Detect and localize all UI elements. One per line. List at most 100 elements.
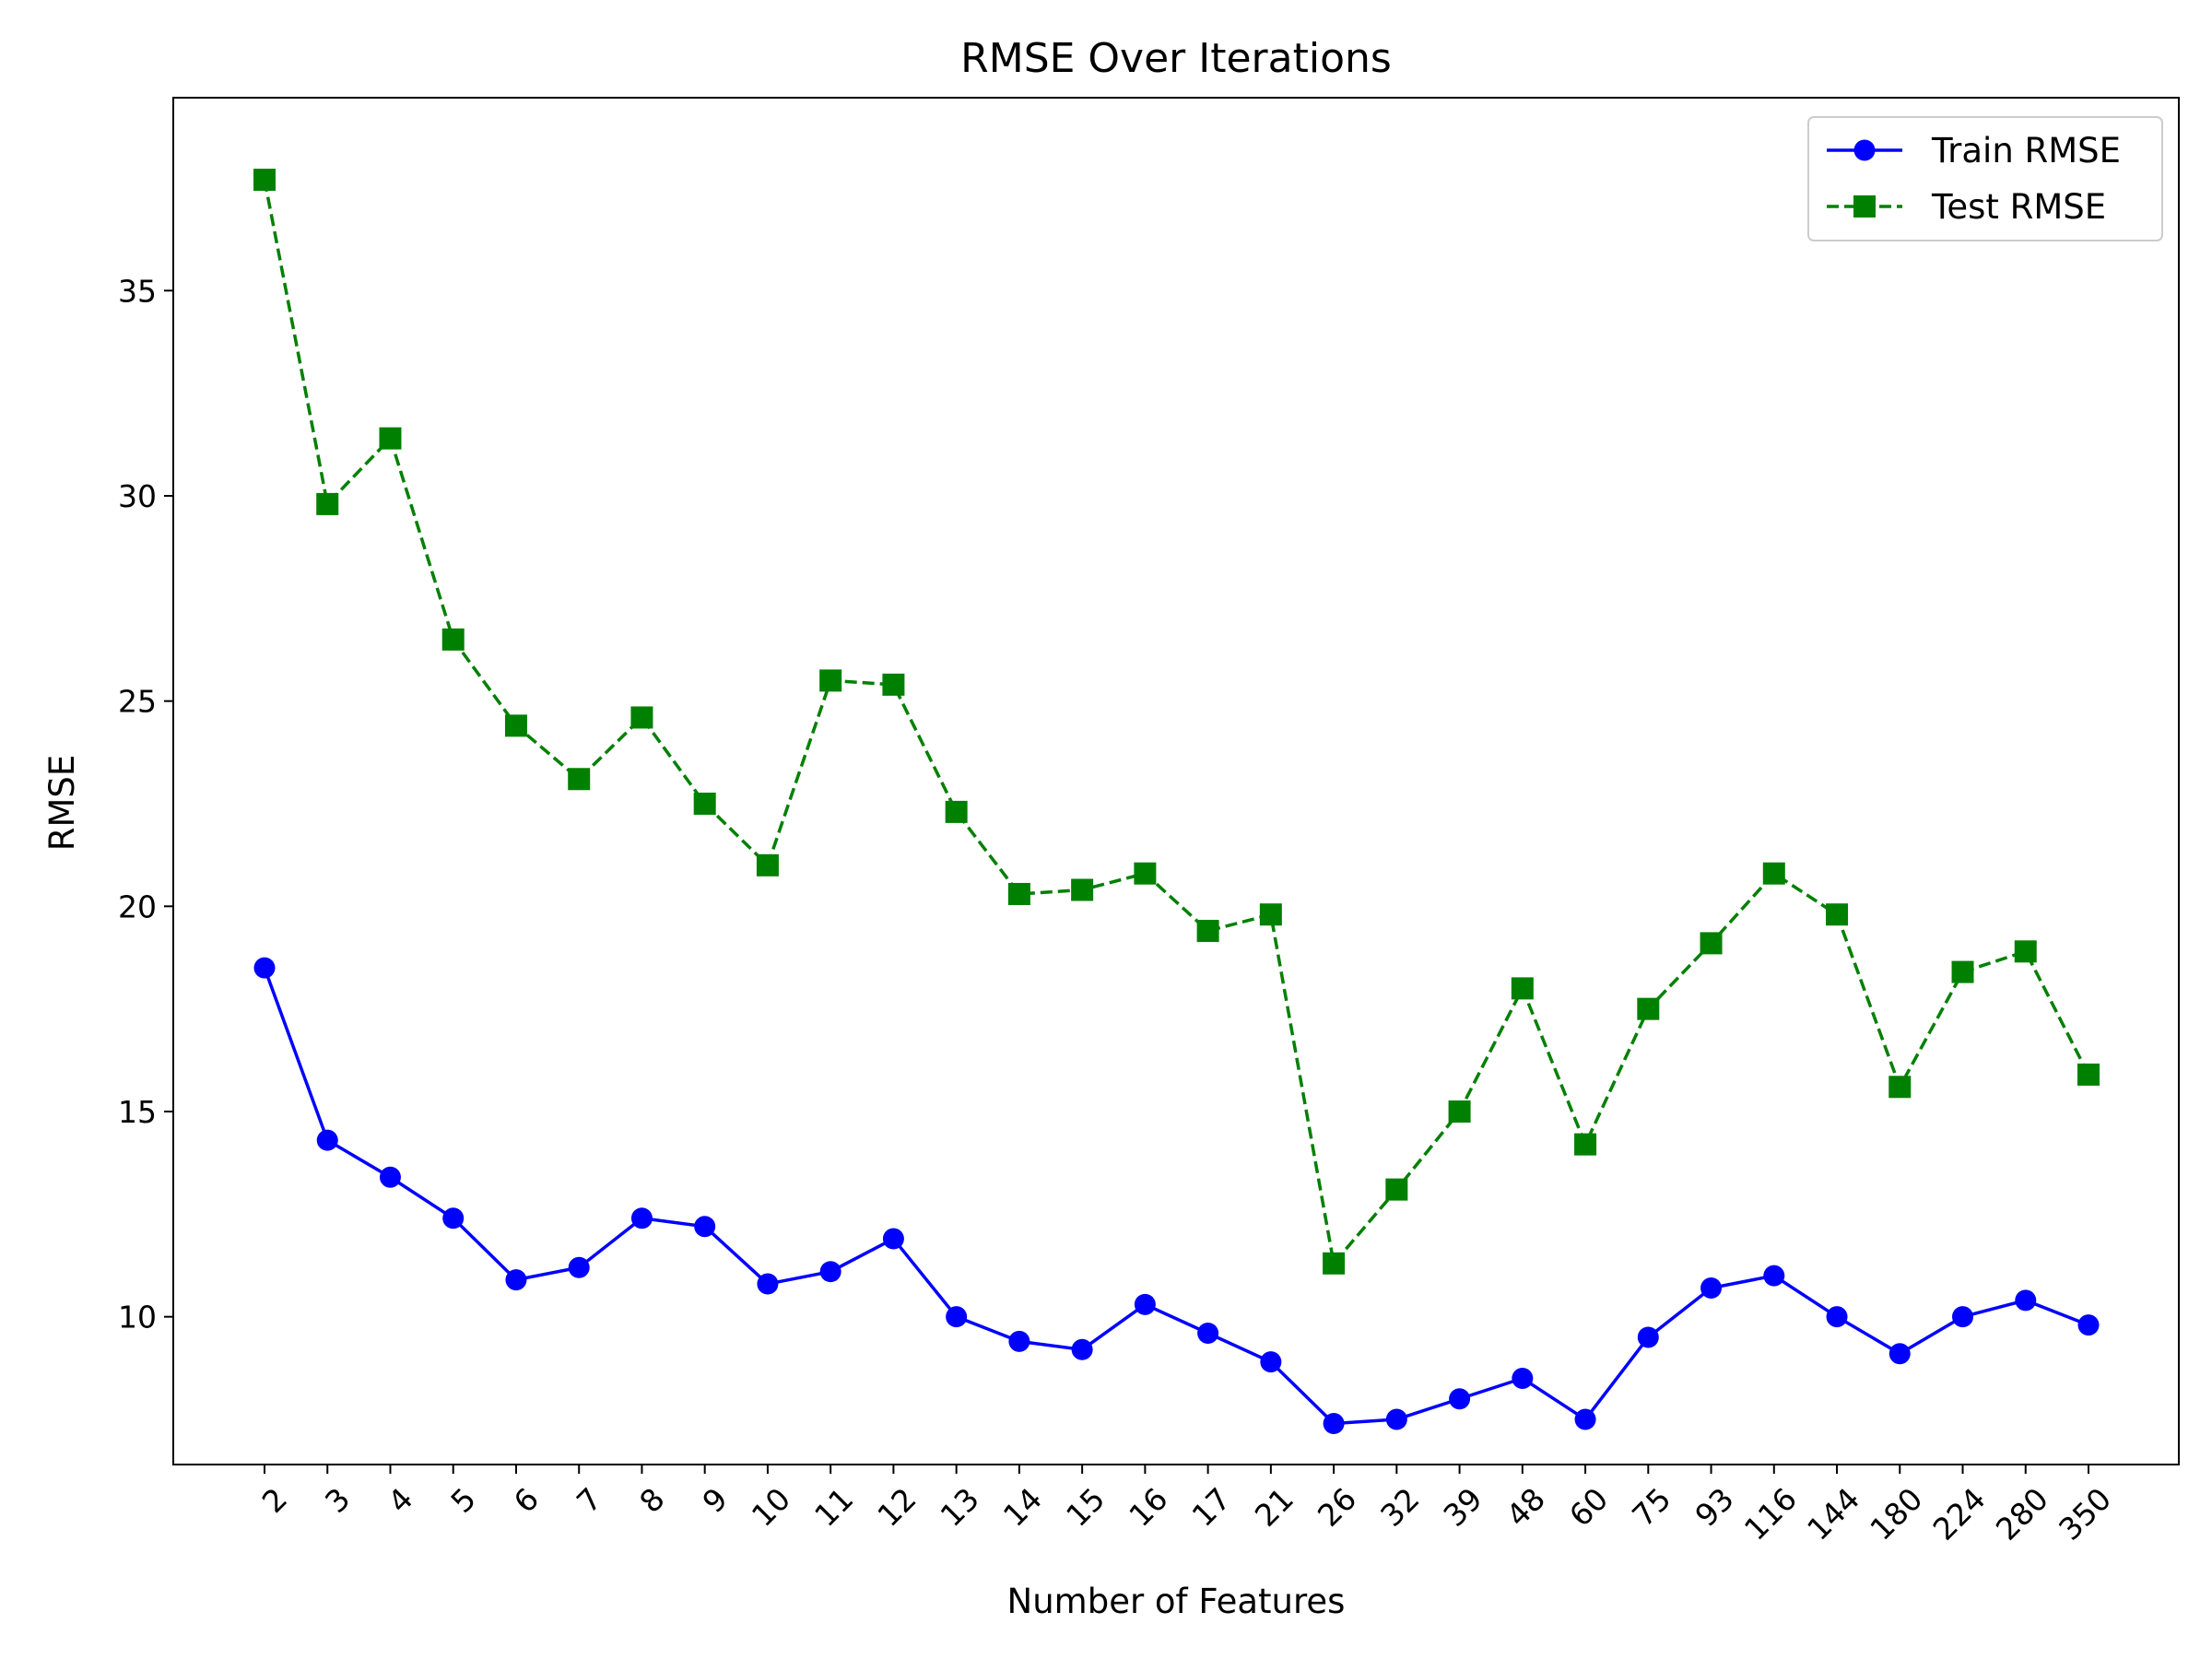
data-point xyxy=(757,1273,779,1295)
y-tick-label: 30 xyxy=(118,478,157,514)
x-tick-label: 15 xyxy=(1059,1481,1112,1534)
x-tick-label: 11 xyxy=(807,1481,860,1534)
x-tick-label: 16 xyxy=(1122,1481,1174,1534)
data-point xyxy=(1134,862,1157,885)
data-point xyxy=(630,1207,653,1230)
x-tick-label: 14 xyxy=(996,1481,1049,1534)
data-point xyxy=(316,1129,338,1151)
data-point xyxy=(946,1306,968,1328)
plot-frame xyxy=(172,97,2180,1465)
data-point xyxy=(379,427,402,450)
legend-entry: Test RMSE xyxy=(1827,187,2106,227)
data-point xyxy=(945,800,968,823)
x-tick-label: 93 xyxy=(1688,1481,1740,1534)
data-point xyxy=(1196,920,1219,943)
data-point xyxy=(882,1228,904,1250)
legend-marker xyxy=(1853,139,1876,161)
x-tick-label: 116 xyxy=(1737,1481,1804,1547)
data-point xyxy=(1007,882,1030,905)
data-point xyxy=(1448,1100,1471,1124)
y-tick-label: 25 xyxy=(118,684,157,720)
data-point xyxy=(2077,1314,2100,1336)
data-point xyxy=(1888,1076,1912,1099)
x-tick-label: 39 xyxy=(1437,1481,1489,1534)
x-tick-label: 350 xyxy=(2052,1481,2118,1547)
chart-title: RMSE Over Iterations xyxy=(960,35,1392,82)
legend-marker xyxy=(1853,195,1876,218)
data-point xyxy=(694,1216,716,1238)
x-tick-label: 9 xyxy=(695,1481,734,1520)
x-tick-label: 26 xyxy=(1311,1481,1363,1534)
x-tick-label: 60 xyxy=(1562,1481,1615,1534)
x-tick-label: 2 xyxy=(255,1481,294,1520)
data-point xyxy=(1323,1412,1345,1434)
y-tick-label: 20 xyxy=(118,888,157,924)
data-point xyxy=(1071,878,1094,901)
data-point xyxy=(379,1166,401,1188)
x-tick-label: 8 xyxy=(632,1481,671,1520)
data-point xyxy=(1574,1408,1596,1430)
data-point xyxy=(1197,1322,1219,1344)
data-point xyxy=(504,714,527,737)
x-tick-label: 75 xyxy=(1625,1481,1677,1534)
data-point xyxy=(1952,1306,1974,1328)
y-tick-label: 15 xyxy=(118,1094,157,1130)
data-point xyxy=(693,792,716,815)
data-point xyxy=(1762,862,1785,885)
y-tick-label: 10 xyxy=(118,1300,157,1335)
data-point xyxy=(819,1261,841,1283)
data-point xyxy=(253,957,276,979)
data-point xyxy=(1637,997,1660,1020)
data-point xyxy=(1951,960,1974,983)
data-point xyxy=(1449,1388,1471,1410)
data-point xyxy=(1259,903,1282,926)
data-point xyxy=(1512,1367,1534,1389)
data-point xyxy=(1763,1265,1785,1287)
series-train-rmse xyxy=(253,957,2100,1434)
legend-box xyxy=(1807,116,2163,241)
x-tick-label: 3 xyxy=(318,1481,357,1520)
data-point xyxy=(1511,977,1534,1000)
data-point xyxy=(1700,932,1723,955)
legend-entry: Train RMSE xyxy=(1827,131,2121,171)
x-tick-label: 280 xyxy=(1989,1481,2055,1547)
x-tick-label: 7 xyxy=(570,1481,608,1520)
series-line xyxy=(263,967,2089,1426)
data-point xyxy=(1637,1326,1659,1348)
x-axis-title: Number of Features xyxy=(1007,1582,1346,1621)
x-tick-label: 17 xyxy=(1185,1481,1238,1534)
legend: Train RMSE Test RMSE xyxy=(1807,116,2163,241)
legend-label: Train RMSE xyxy=(1931,131,2121,171)
x-tick-label: 6 xyxy=(507,1481,546,1520)
y-axis-title: RMSE xyxy=(42,755,82,852)
x-tick-label: 32 xyxy=(1373,1481,1426,1534)
data-point xyxy=(2077,1063,2100,1086)
x-axis: 2 3 4 5 6 7 8 9 10 11 12 13 14 15 16 17 21 26 32 39 48 60 75 93… xyxy=(255,1465,2118,1547)
data-point xyxy=(882,673,905,696)
data-point xyxy=(819,669,842,692)
x-tick-label: 224 xyxy=(1926,1481,1993,1547)
data-point xyxy=(1574,1133,1597,1156)
series-layer xyxy=(253,169,2100,1434)
x-tick-label: 13 xyxy=(934,1481,986,1534)
data-point xyxy=(505,1269,527,1291)
data-point xyxy=(1260,1351,1282,1373)
x-tick-label: 21 xyxy=(1248,1481,1300,1534)
data-point xyxy=(1385,1178,1408,1201)
x-tick-label: 5 xyxy=(443,1481,482,1520)
x-tick-label: 12 xyxy=(870,1481,923,1534)
legend-label: Test RMSE xyxy=(1931,187,2106,227)
x-tick-label: 4 xyxy=(381,1481,419,1520)
y-axis: 10 15 20 25 30 35 xyxy=(118,273,173,1335)
data-point xyxy=(568,1256,590,1278)
data-point xyxy=(442,1207,465,1230)
data-point xyxy=(1134,1293,1156,1315)
x-tick-label: 180 xyxy=(1863,1481,1929,1547)
data-point xyxy=(1071,1338,1093,1360)
data-point xyxy=(441,628,465,651)
x-tick-label: 144 xyxy=(1800,1481,1866,1547)
data-point xyxy=(1826,903,1849,926)
data-point xyxy=(630,706,653,729)
data-point xyxy=(1700,1277,1723,1300)
data-point xyxy=(568,768,591,791)
